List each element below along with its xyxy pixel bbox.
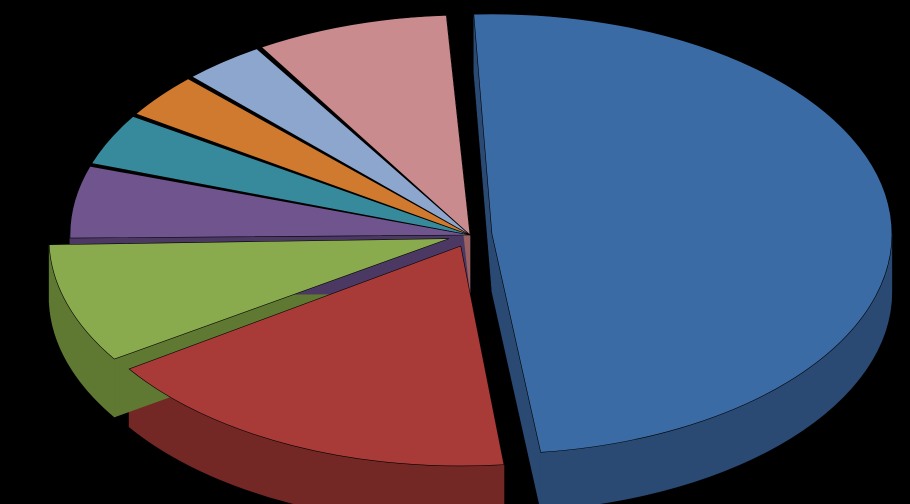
pie-chart [0,0,910,504]
